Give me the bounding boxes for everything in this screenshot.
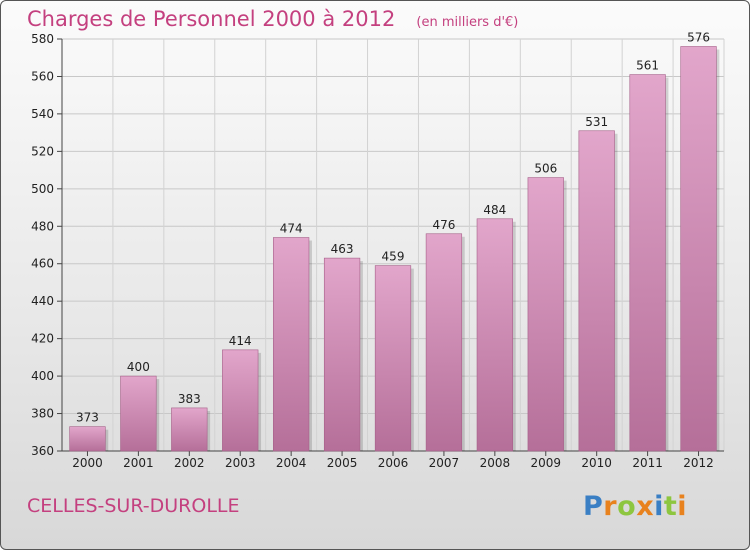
bar xyxy=(578,130,615,452)
bar xyxy=(680,46,717,452)
logo-letter: i xyxy=(654,491,664,522)
data-label: 459 xyxy=(382,250,405,264)
y-tick-label: 440 xyxy=(31,294,54,308)
bar xyxy=(120,375,157,452)
data-label: 506 xyxy=(534,162,557,176)
data-label: 474 xyxy=(280,222,303,236)
data-label: 531 xyxy=(585,115,608,129)
logo-letter: x xyxy=(636,491,655,522)
y-tick-label: 360 xyxy=(31,444,54,458)
y-tick-label: 380 xyxy=(31,407,54,421)
commune-name: CELLES-SUR-DUROLLE xyxy=(27,495,240,517)
x-tick-label: 2003 xyxy=(225,456,256,470)
logo-letter: i xyxy=(677,491,688,522)
data-label: 484 xyxy=(483,203,506,217)
data-label: 576 xyxy=(687,30,710,44)
x-tick-label: 2000 xyxy=(72,456,103,470)
logo-letter: o xyxy=(617,491,637,522)
x-tick-label: 2005 xyxy=(327,456,358,470)
bar xyxy=(222,349,259,452)
x-tick-label: 2001 xyxy=(123,456,154,470)
y-tick-label: 400 xyxy=(31,369,54,383)
x-tick-label: 2008 xyxy=(480,456,511,470)
data-label: 476 xyxy=(432,218,455,232)
data-label: 373 xyxy=(76,411,99,425)
data-label: 414 xyxy=(229,334,252,348)
x-tick-label: 2012 xyxy=(683,456,714,470)
chart-subtitle: (en milliers d'€) xyxy=(416,15,519,30)
bar xyxy=(527,177,564,452)
bar xyxy=(476,218,513,452)
logo-letter: P xyxy=(583,491,604,522)
data-label: 383 xyxy=(178,392,201,406)
bar xyxy=(69,426,106,452)
y-tick-label: 500 xyxy=(31,182,54,196)
data-label: 463 xyxy=(331,242,354,256)
bar xyxy=(171,407,208,452)
bars xyxy=(69,46,720,452)
x-tick-label: 2002 xyxy=(174,456,205,470)
x-tick-label: 2007 xyxy=(429,456,460,470)
y-tick-label: 520 xyxy=(31,144,54,158)
bar xyxy=(323,257,361,452)
data-label: 561 xyxy=(636,59,659,73)
title-row: Charges de Personnel 2000 à 2012 (en mil… xyxy=(27,7,518,31)
data-label: 400 xyxy=(127,360,150,374)
proxiti-logo: Proxiti xyxy=(583,491,687,522)
y-tick-label: 420 xyxy=(31,332,54,346)
x-tick-label: 2011 xyxy=(632,456,663,470)
bar xyxy=(273,237,310,452)
x-tick-label: 2004 xyxy=(276,456,307,470)
y-tick-label: 480 xyxy=(31,219,54,233)
bar xyxy=(629,74,666,452)
x-tick-label: 2006 xyxy=(378,456,409,470)
bar xyxy=(425,233,463,452)
bar xyxy=(374,265,412,452)
logo-letter: t xyxy=(663,491,678,522)
y-tick-label: 560 xyxy=(31,69,54,83)
x-tick-label: 2009 xyxy=(530,456,561,470)
y-tick-label: 580 xyxy=(31,32,54,46)
y-tick-label: 540 xyxy=(31,107,54,121)
chart-title: Charges de Personnel 2000 à 2012 xyxy=(27,7,396,31)
y-tick-label: 460 xyxy=(31,257,54,271)
x-tick-label: 2010 xyxy=(581,456,612,470)
labels: 360 380 400 420 440 460 480 500 520 540 560 580 373 2… xyxy=(31,30,714,470)
logo-letter: r xyxy=(603,491,618,522)
